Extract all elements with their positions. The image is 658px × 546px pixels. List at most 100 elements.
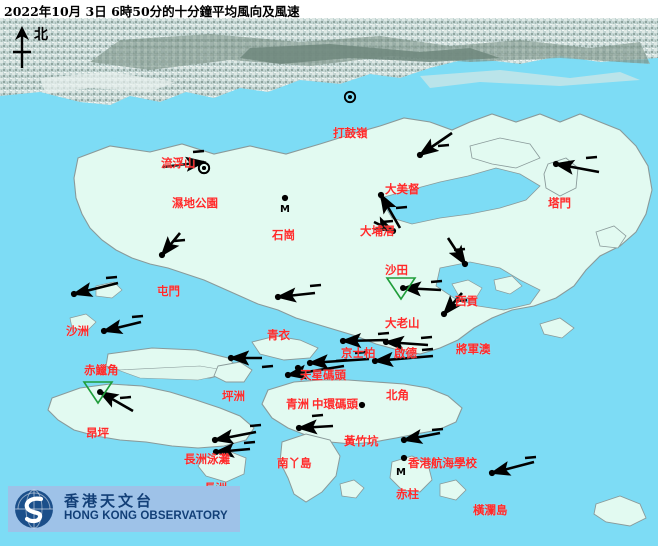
station-label-wetland-park[interactable]: 濕地公園 <box>172 196 218 210</box>
wind-barb-tick-peng-chau <box>261 364 274 369</box>
station-label-kings-park[interactable]: 京士柏 <box>341 346 376 360</box>
wind-barb-north-point <box>372 351 434 367</box>
wind-barb-tick-tsing-yi <box>309 283 322 288</box>
station-marker-waglan-island <box>488 469 496 477</box>
hko-logo-icon <box>15 489 53 529</box>
wind-barb-central-pier <box>285 364 345 380</box>
station-label-sha-tin[interactable]: 沙田 <box>385 263 408 277</box>
wind-barb-ngong-ping <box>97 390 134 413</box>
station-marker-cheung-chau <box>212 448 220 456</box>
station-label-shek-kong[interactable]: 石崗 <box>272 228 295 242</box>
lamma-island-shape <box>279 433 341 503</box>
wind-barb-tick-tai-po-kau <box>395 205 408 210</box>
wind-barb-tap-mun <box>553 159 600 175</box>
wind-barb-sha-chau <box>71 281 119 297</box>
station-marker-peng-chau <box>227 354 235 362</box>
station-label-cheung-chau-beach[interactable]: 長洲泳灘 <box>184 452 230 466</box>
outlying-islands <box>69 281 647 527</box>
wind-barb-cheung-chau-beach <box>212 429 257 444</box>
station-marker-tseung-kwan-o <box>440 310 448 318</box>
station-label-peng-chau[interactable]: 坪洲 <box>222 389 245 403</box>
station-label-green-island[interactable]: 青洲 <box>286 397 309 411</box>
hko-logo: 香港天文台 HONG KONG OBSERVATORY <box>8 486 240 532</box>
station-label-tai-po-kau[interactable]: 大埔滘 <box>360 224 395 238</box>
station-marker-cheung-chau-beach <box>211 436 219 444</box>
station-label-central-pier[interactable]: 中環碼頭 <box>312 397 358 411</box>
station-marker-central-pier <box>284 371 292 379</box>
station-label-chek-lap-kok[interactable]: 赤鱲角 <box>84 363 119 377</box>
station-label-lamma-island[interactable]: 南丫島 <box>277 456 312 470</box>
wind-barb-tai-po-kau <box>379 192 402 229</box>
station-marker-wetland-park <box>197 161 211 175</box>
wind-barb-cheung-chau <box>213 442 251 458</box>
title-bar: 2022年10月 3日 6時50分的十分鐘平均風向及風速 <box>0 0 658 19</box>
wind-barb-tuen-mun <box>160 232 182 258</box>
station-marker-sai-kung <box>461 260 469 268</box>
station-marker-lamma-island <box>295 424 303 432</box>
station-marker-shek-kong <box>281 194 289 202</box>
map-svg <box>0 18 658 546</box>
station-marker-green-island <box>294 364 302 372</box>
deep-bay-water <box>0 92 180 144</box>
wind-barb-tsing-yi <box>275 287 316 303</box>
station-label-sai-kung[interactable]: 西貢 <box>455 294 478 308</box>
station-marker-kings-park <box>339 337 347 345</box>
wind-barb-tick-tuen-mun <box>173 238 186 243</box>
station-marker-wong-chuk-hang <box>358 401 366 409</box>
station-marker-kai-tak <box>382 338 390 346</box>
wind-barb-tick-central-pier <box>335 358 348 363</box>
wind-barb-sha-tin <box>373 216 396 233</box>
wind-barb-tai-mei-tuk <box>417 131 453 157</box>
marine-marker-stanley: M <box>396 467 406 478</box>
station-marker-ta-kwu-ling <box>343 90 357 104</box>
station-label-stanley[interactable]: 赤柱 <box>396 487 419 501</box>
station-marker-tap-mun <box>552 160 560 168</box>
station-label-wong-chuk-hang[interactable]: 黃竹坑 <box>344 434 379 448</box>
mainland-china-landmass <box>0 18 658 118</box>
map-canvas[interactable]: 打鼓嶺流浮山濕地公園 M 石崗 大美督塔門大埔滘沙田西貢大老山將軍澳 屯門沙洲赤鱲角 青衣… <box>0 18 658 546</box>
wind-barb-sai-kung <box>446 237 467 267</box>
station-label-tap-mun[interactable]: 塔門 <box>548 196 571 210</box>
station-label-tuen-mun[interactable]: 屯門 <box>157 284 180 298</box>
wind-barb-tick-lamma-island <box>311 413 324 418</box>
wind-barb-tick-cheung-chau-beach <box>249 423 262 428</box>
wind-barb-hk-sea-school <box>401 429 441 444</box>
wind-barb-tick-chek-lap-kok <box>131 314 144 319</box>
station-label-tsing-yi[interactable]: 青衣 <box>267 328 290 342</box>
station-label-sha-chau[interactable]: 沙洲 <box>66 324 89 338</box>
wind-barb-tick-north-point <box>421 347 434 352</box>
station-label-ngong-ping[interactable]: 昂坪 <box>86 426 109 440</box>
wind-barb-tick-tai-mei-tuk <box>437 143 450 148</box>
station-marker-sha-tin <box>389 227 397 235</box>
station-label-north-point[interactable]: 北角 <box>386 388 409 402</box>
station-marker-layer <box>70 90 560 477</box>
station-label-tates-cairn[interactable]: 大老山 <box>385 316 420 330</box>
station-label-hk-sea-school[interactable]: 香港航海學校 <box>408 456 477 470</box>
station-marker-tuen-mun <box>158 251 166 259</box>
station-marker-tai-mei-tuk <box>416 151 424 159</box>
wind-barb-tseung-kwan-o <box>442 292 463 316</box>
wind-barb-tates-cairn <box>400 281 442 297</box>
station-marker-chek-lap-kok <box>100 327 108 335</box>
wind-barb-tick-ngong-ping <box>119 395 132 400</box>
wind-barb-layer <box>71 131 600 476</box>
station-label-star-ferry[interactable]: 天星碼頭 <box>300 368 346 382</box>
wind-barb-tick-kings-park <box>377 331 390 336</box>
station-label-waglan-island[interactable]: 橫瀾島 <box>473 503 508 517</box>
station-marker-hk-sea-school <box>400 436 408 444</box>
station-label-tseung-kwan-o[interactable]: 將軍澳 <box>456 342 491 356</box>
tsing-yi-island <box>251 335 319 361</box>
north-arrow: 北 <box>6 22 66 72</box>
wind-barb-tick-tseung-kwan-o <box>455 298 468 303</box>
wind-barb-tick-cheung-chau <box>243 440 256 445</box>
station-marker-star-ferry <box>306 359 314 367</box>
wind-barb-waglan-island <box>489 460 535 476</box>
new-territories-landmass <box>73 113 653 355</box>
station-label-ta-kwu-ling[interactable]: 打鼓嶺 <box>333 126 368 140</box>
station-marker-stanley <box>400 454 408 462</box>
station-label-tai-mei-tuk[interactable]: 大美督 <box>385 182 420 196</box>
wind-barb-tick-sai-kung <box>453 247 466 252</box>
station-label-kai-tak[interactable]: 啟德 <box>394 346 417 360</box>
station-label-lau-fau-shan[interactable]: 流浮山 <box>161 156 196 170</box>
